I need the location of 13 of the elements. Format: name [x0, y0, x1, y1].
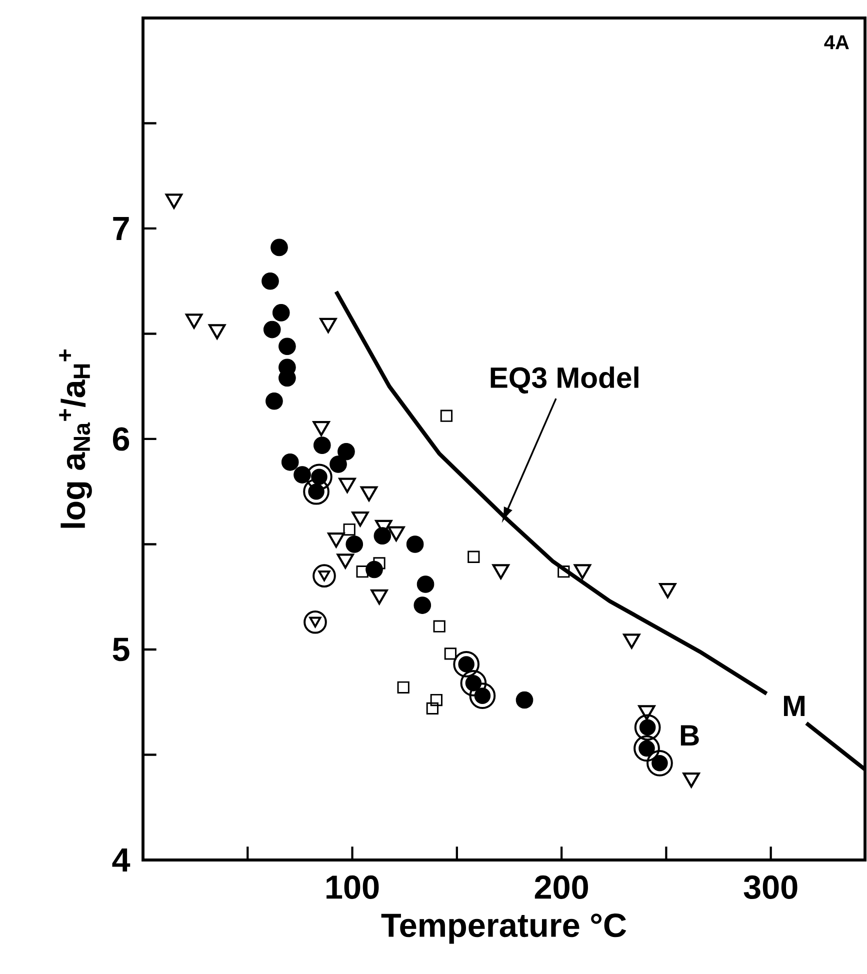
- x-tick-label: 300: [744, 875, 798, 900]
- annotation: EQ3 Model: [490, 366, 638, 394]
- y-tick-label: 7: [113, 217, 129, 240]
- annotation: B: [680, 725, 699, 746]
- x-axis-title: Temperature °C: [381, 914, 626, 944]
- x-tick-label: 200: [534, 875, 588, 899]
- y-axis-title: log a$_{Na}$$^{+}$/a$_{H}$+: [59, 350, 92, 528]
- annotation: M: [784, 696, 805, 716]
- y-tick-label: 4: [112, 848, 130, 872]
- x-tick-label: 100: [326, 875, 379, 899]
- annotation: 4A: [824, 35, 849, 50]
- y-tick-label: 6: [112, 427, 130, 451]
- y-tick-label: 5: [112, 638, 130, 662]
